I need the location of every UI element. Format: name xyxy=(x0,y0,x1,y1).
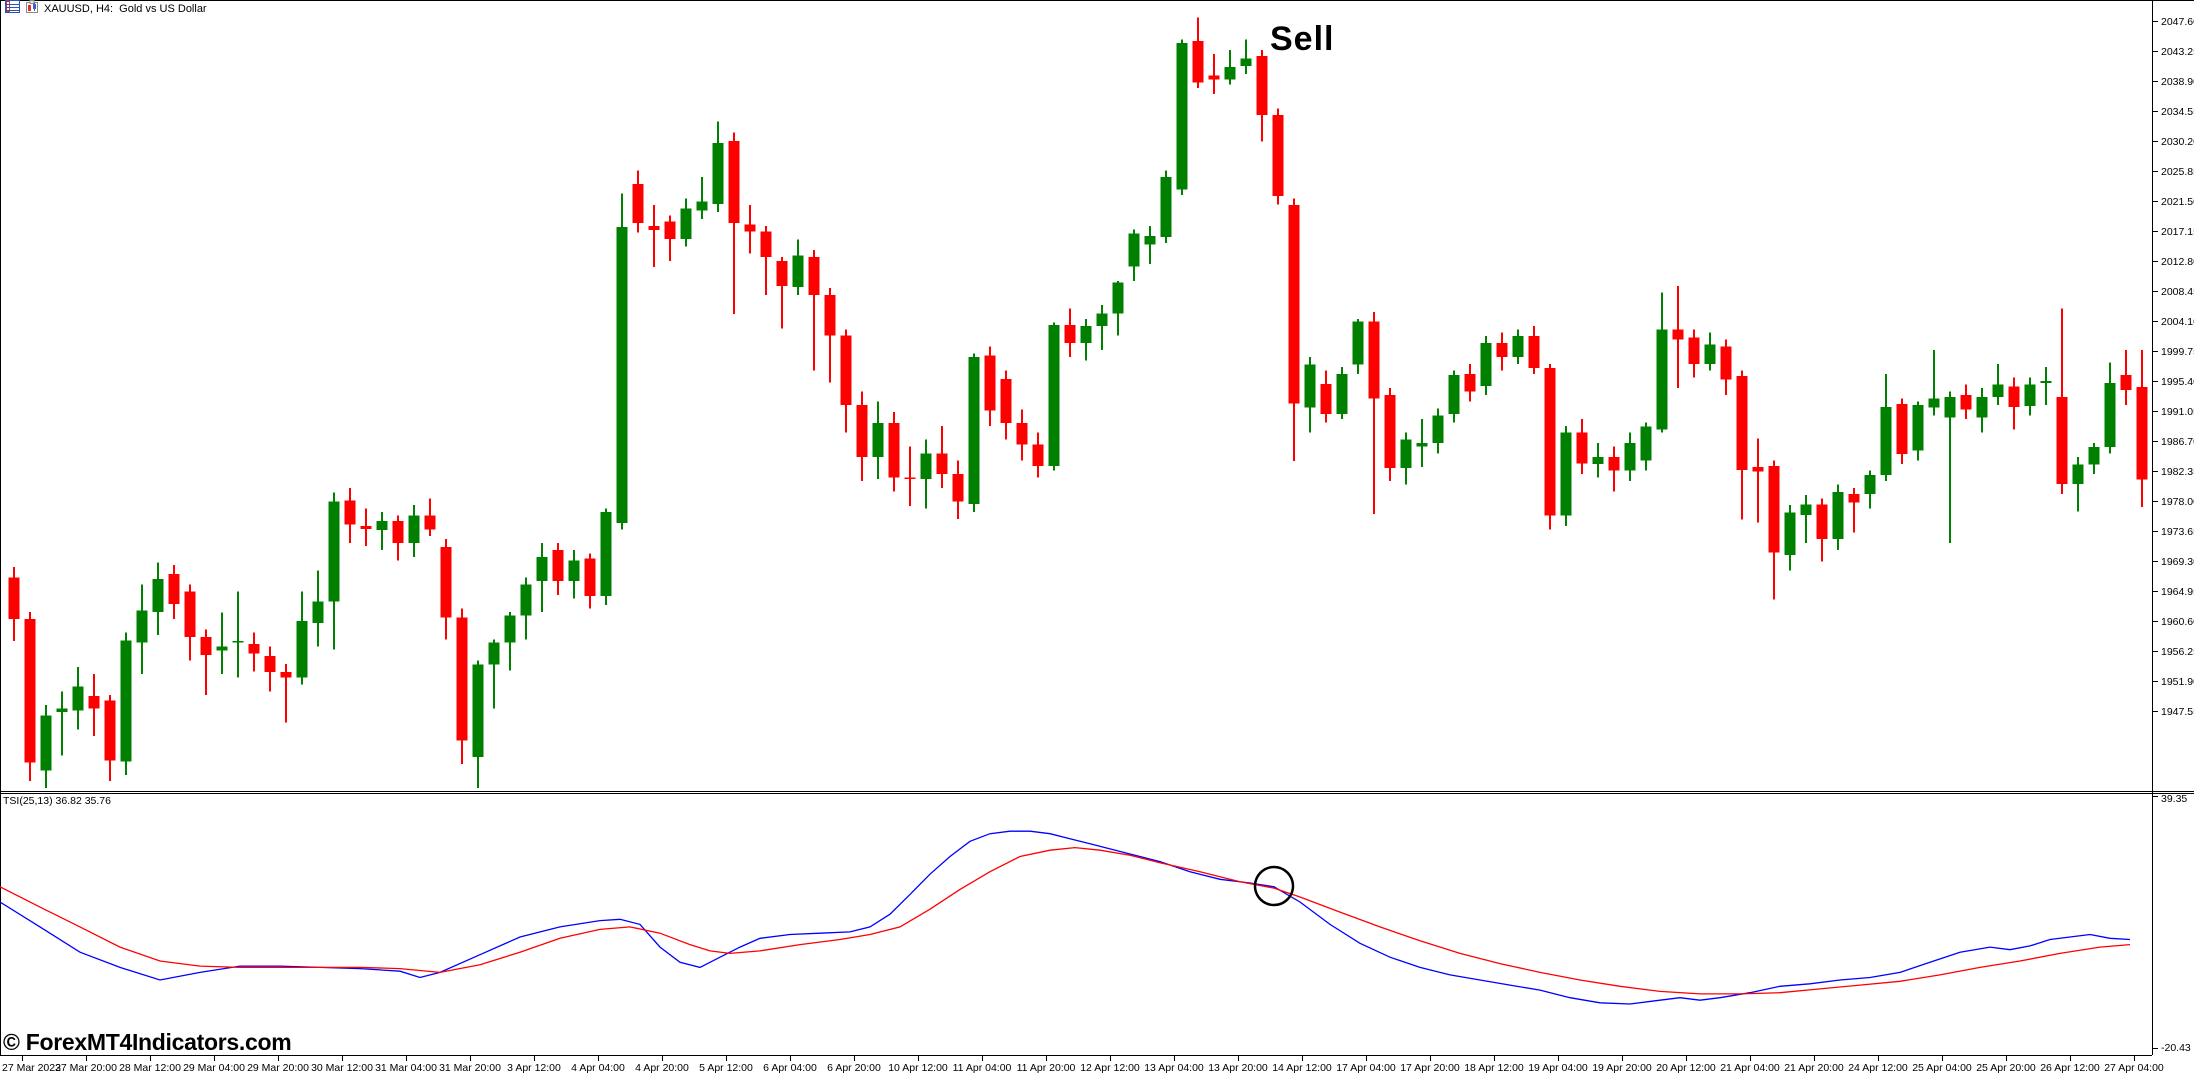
price-axis-label: 2012.80 xyxy=(2161,256,2194,268)
time-axis-label: 19 Apr 20:00 xyxy=(1592,1062,1652,1074)
time-axis-label: 5 Apr 12:00 xyxy=(699,1062,753,1074)
indicator-label: TSI(25,13) 36.82 35.76 xyxy=(3,795,111,807)
quotes-grid-icon xyxy=(5,0,20,18)
time-axis-label: 11 Apr 04:00 xyxy=(953,1062,1012,1074)
time-axis-label: 27 Mar 2023 xyxy=(2,1062,61,1074)
time-axis-label: 3 Apr 12:00 xyxy=(507,1062,561,1074)
time-axis-label: 14 Apr 12:00 xyxy=(1272,1062,1332,1074)
chart-thumbnail-icon xyxy=(25,0,39,18)
price-axis-label: 1973.65 xyxy=(2161,526,2194,538)
indicator-axis-min: -20.43 xyxy=(2161,1042,2191,1054)
time-axis-label: 25 Apr 20:00 xyxy=(1976,1062,2036,1074)
time-axis-label: 17 Apr 20:00 xyxy=(1400,1062,1460,1074)
price-axis-label: 2047.60 xyxy=(2161,16,2194,28)
time-axis-label: 17 Apr 04:00 xyxy=(1336,1062,1396,1074)
time-axis-label: 29 Mar 20:00 xyxy=(247,1062,309,1074)
price-axis-label: 2034.55 xyxy=(2161,106,2194,118)
watermark: © ForexMT4Indicators.com xyxy=(3,1029,292,1055)
price-axis-label: 1982.35 xyxy=(2161,466,2194,478)
time-axis-label: 11 Apr 20:00 xyxy=(1017,1062,1076,1074)
price-axis-label: 1978.00 xyxy=(2161,496,2194,508)
chart-title-bar: XAUUSD, H4: Gold vs US Dollar xyxy=(5,0,207,18)
time-axis-label: 12 Apr 12:00 xyxy=(1080,1062,1140,1074)
time-axis-label: 31 Mar 20:00 xyxy=(439,1062,501,1074)
price-axis-label: 2021.50 xyxy=(2161,196,2194,208)
crossover-circle-annotation[interactable] xyxy=(1253,865,1295,907)
time-axis-label: 24 Apr 12:00 xyxy=(1848,1062,1908,1074)
price-axis-label: 2038.90 xyxy=(2161,76,2194,88)
indicator-axis[interactable]: 39.35 -20.43 xyxy=(2152,793,2191,1054)
time-axis-label: 19 Apr 04:00 xyxy=(1528,1062,1588,1074)
price-axis-label: 2017.15 xyxy=(2161,226,2194,238)
time-axis-label: 18 Apr 12:00 xyxy=(1464,1062,1524,1074)
time-axis-label: 13 Apr 04:00 xyxy=(1144,1062,1204,1074)
candles[interactable] xyxy=(8,17,2148,788)
price-axis-label: 1956.25 xyxy=(2161,646,2194,658)
chart-title: XAUUSD, H4: Gold vs US Dollar xyxy=(44,3,207,15)
time-axis-label: 4 Apr 04:00 xyxy=(571,1062,625,1074)
price-axis-label: 2043.25 xyxy=(2161,46,2194,58)
time-axis-label: 20 Apr 12:00 xyxy=(1656,1062,1716,1074)
price-axis-label: 2004.10 xyxy=(2161,316,2194,328)
price-axis-label: 1991.05 xyxy=(2161,406,2194,418)
price-axis-label: 1960.60 xyxy=(2161,616,2194,628)
price-axis-label: 1969.30 xyxy=(2161,556,2194,568)
time-axis-label: 31 Mar 04:00 xyxy=(375,1062,437,1074)
time-axis-label: 25 Apr 04:00 xyxy=(1912,1062,1972,1074)
time-axis-label: 6 Apr 04:00 xyxy=(763,1062,817,1074)
time-axis-label: 13 Apr 20:00 xyxy=(1208,1062,1268,1074)
time-axis-label: 29 Mar 04:00 xyxy=(183,1062,245,1074)
price-axis-label: 1964.95 xyxy=(2161,586,2194,598)
tsi-indicator-pane[interactable] xyxy=(0,830,2131,1005)
time-axis-label: 30 Mar 12:00 xyxy=(311,1062,373,1074)
time-axis-label: 27 Mar 20:00 xyxy=(55,1062,117,1074)
time-axis-label: 21 Apr 20:00 xyxy=(1784,1062,1844,1074)
time-axis-label: 6 Apr 20:00 xyxy=(827,1062,881,1074)
price-axis[interactable]: 2047.60 2043.25 2038.90 2034.55 2030.20 2025.… xyxy=(2152,16,2194,718)
chart-frame xyxy=(0,0,2194,1056)
time-axis-label: 28 Mar 12:00 xyxy=(119,1062,181,1074)
price-axis-label: 2008.45 xyxy=(2161,286,2194,298)
price-axis-label: 2030.20 xyxy=(2161,136,2194,148)
price-axis-label: 1995.40 xyxy=(2161,376,2194,388)
time-axis-label: 27 Apr 04:00 xyxy=(2104,1062,2164,1074)
price-axis-label: 2025.85 xyxy=(2161,166,2194,178)
sell-annotation[interactable]: Sell xyxy=(1270,20,1335,58)
time-axis-label: 21 Apr 04:00 xyxy=(1720,1062,1780,1074)
time-axis-label: 10 Apr 12:00 xyxy=(888,1062,948,1074)
indicator-axis-max: 39.35 xyxy=(2161,793,2187,805)
price-axis-label: 1999.75 xyxy=(2161,346,2194,358)
price-axis-label: 1947.55 xyxy=(2161,706,2194,718)
price-axis-label: 1986.70 xyxy=(2161,436,2194,448)
time-axis-label: 4 Apr 20:00 xyxy=(635,1062,689,1074)
price-axis-label: 1951.90 xyxy=(2161,676,2194,688)
time-axis-label: 26 Apr 12:00 xyxy=(2040,1062,2100,1074)
